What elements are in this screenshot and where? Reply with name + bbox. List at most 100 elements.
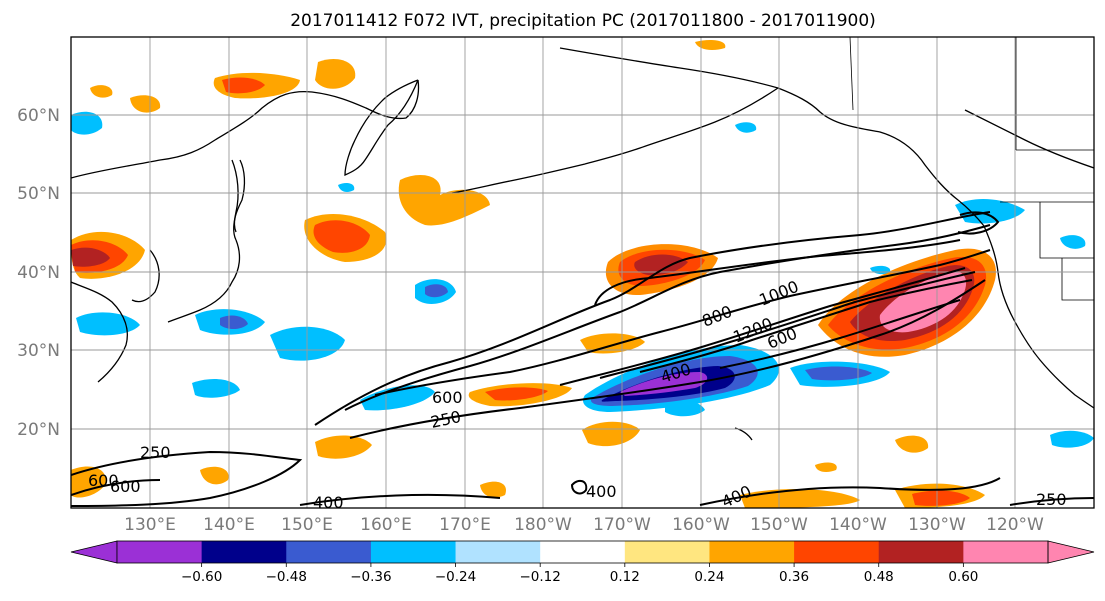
positive-anomaly-region (695, 40, 726, 50)
negative-anomaly-region (270, 326, 345, 361)
positive-anomaly-region (71, 247, 110, 267)
lon-label: 170°E (439, 515, 491, 535)
positive-anomaly-region (879, 271, 967, 333)
lon-label: 180°W (514, 515, 572, 535)
contour-label: 600 (110, 477, 141, 496)
ivt-contour-400-blob (570, 479, 588, 495)
positive-anomaly-region (398, 175, 490, 226)
precip-pc-shading (71, 40, 1094, 508)
coastline-alaska-penin (584, 87, 779, 165)
lon-label: 170°W (593, 515, 651, 535)
positive-anomaly-region (582, 421, 640, 447)
colorbar-tick-label: −0.12 (519, 569, 560, 585)
colorbar-cell (624, 541, 710, 563)
coastline-bc (983, 225, 1094, 409)
ivt-contour-east-loop (957, 211, 1000, 235)
coastline-gulf (964, 109, 1094, 169)
coastline-asia-north (71, 79, 420, 179)
contour-label: 600 (88, 471, 119, 490)
graticule (71, 37, 1094, 508)
ivt-contour-250 (314, 211, 991, 426)
ivt-contour-250-south (349, 279, 986, 439)
lat-label-40n: 40°N (17, 263, 60, 283)
map-panel: 250 400 600 800 1000 1200 600 400 600 25… (70, 36, 1095, 512)
colorbar-cell (455, 541, 541, 563)
contour-label: 400 (313, 493, 344, 512)
colorbar-cell (286, 541, 372, 563)
ivt-contour-400-south (299, 493, 501, 506)
negative-anomaly-region (1050, 430, 1094, 448)
lon-label: 120°W (986, 515, 1044, 535)
ivt-contour-250-sw (71, 450, 303, 507)
colorbar-cell (370, 541, 457, 563)
positive-anomaly-region (222, 77, 265, 94)
colorbar-tick-label: −0.36 (350, 569, 391, 585)
contour-label: 400 (586, 482, 617, 501)
positive-anomaly-region (315, 435, 372, 459)
border-alaska-canada (849, 37, 854, 111)
negative-anomaly-region (338, 182, 355, 193)
coastline-japan (167, 239, 241, 323)
ivt-contours (71, 211, 1094, 507)
ivt-contour-600 (374, 249, 991, 396)
ivt-contour-250-se (1009, 497, 1094, 506)
colorbar-tick-label: 0.12 (610, 569, 640, 585)
lon-label: 140°W (829, 515, 887, 535)
negative-anomaly-region (192, 378, 240, 398)
colorbar-cell (117, 541, 203, 563)
colorbar-cell (201, 541, 287, 563)
ivt-contour-1000 (599, 271, 976, 379)
colorbar-outline (116, 540, 1049, 564)
colorbar-cell (963, 541, 1049, 563)
coastline-korea (131, 249, 160, 303)
lon-label: 130°E (124, 515, 176, 535)
positive-anomaly-region (313, 220, 370, 253)
colorbar: −0.60 −0.48 −0.36 −0.24 −0.12 0.12 0.24 0.36 0.4… (70, 540, 1095, 585)
lon-label: 160°W (672, 515, 730, 535)
contour-label: 250 (1036, 490, 1067, 509)
positive-anomaly-region (130, 95, 161, 113)
ivt-contour-800 (559, 267, 966, 386)
map-frame (70, 36, 1095, 509)
negative-anomaly-region (620, 372, 708, 396)
colorbar-extend-high (1047, 540, 1095, 564)
contour-label: 600 (432, 388, 463, 407)
coastline-kamchatka (344, 79, 419, 176)
ivt-contour-600-inner (719, 299, 961, 369)
positive-anomaly-region (90, 85, 113, 98)
lon-label: 160°E (360, 515, 412, 535)
lon-label: 150°W (750, 515, 808, 535)
colorbar-tick-label: −0.60 (181, 569, 222, 585)
lat-label-30n: 30°N (17, 341, 60, 361)
ivt-contour-1200 (639, 279, 973, 373)
coastline-china (71, 281, 128, 383)
border-canada-provinces (1015, 37, 1094, 151)
plot-title: 2017011412 F072 IVT, precipitation PC (2… (290, 11, 876, 31)
coastlines (71, 47, 1094, 441)
contour-label: 250 (140, 443, 171, 462)
positive-anomaly-region (315, 58, 356, 89)
latitude-axis: 60°N 50°N 40°N 30°N 20°N (17, 106, 60, 440)
colorbar-tick-label: 0.24 (694, 569, 724, 585)
positive-anomaly-region (480, 481, 506, 498)
colorbar-cell (709, 541, 795, 563)
negative-anomaly-region (665, 400, 705, 417)
negative-anomaly-region (955, 198, 1025, 224)
coastline-sakhalin (231, 159, 239, 241)
coastline-aleutians (451, 163, 586, 194)
positive-anomaly-region (200, 466, 229, 485)
negative-anomaly-region (1060, 235, 1086, 249)
lat-label-50n: 50°N (17, 184, 60, 204)
negative-anomaly-region (425, 284, 448, 298)
ivt-contour-400-se (699, 477, 1001, 506)
negative-anomaly-region (735, 122, 757, 133)
colorbar-cell (540, 541, 626, 563)
colorbar-tick-label: 0.48 (864, 569, 894, 585)
negative-anomaly-region (71, 111, 103, 135)
negative-anomaly-region (220, 315, 248, 330)
colorbar-tick-label: −0.24 (435, 569, 476, 585)
colorbar-cell (878, 541, 964, 563)
lon-label: 130°W (908, 515, 966, 535)
positive-anomaly-region (895, 435, 929, 453)
positive-anomaly-region (815, 462, 837, 473)
